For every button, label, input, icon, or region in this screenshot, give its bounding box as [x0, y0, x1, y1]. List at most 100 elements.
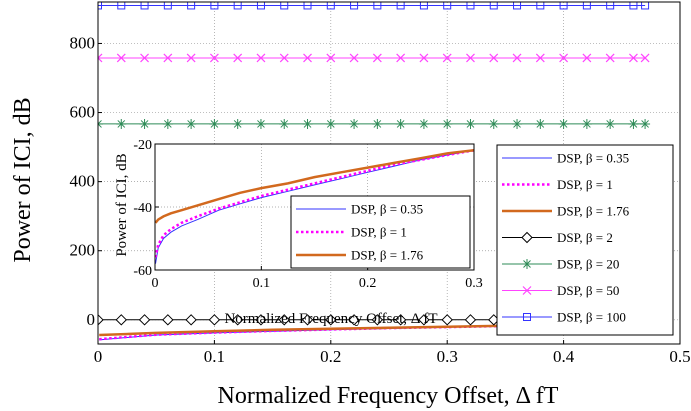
- main-data-point: [186, 118, 197, 129]
- inset-legend-label: DSP, β = 0.35: [351, 202, 423, 217]
- main-data-point: [350, 2, 359, 10]
- main-data-point: [231, 314, 244, 326]
- main-data-point: [278, 314, 290, 326]
- main-legend-label: DSP, β = 20: [557, 257, 619, 272]
- main-series-5: [98, 53, 650, 63]
- main-data-point: [98, 2, 102, 10]
- main-data-point: [349, 53, 359, 63]
- main-data-point: [162, 118, 173, 129]
- main-data-point: [581, 118, 592, 129]
- main-data-point: [372, 118, 383, 129]
- main-data-point: [418, 118, 429, 129]
- main-data-point: [372, 53, 382, 63]
- main-legend-marker: [523, 313, 531, 321]
- main-data-point: [325, 314, 337, 326]
- inset-x-tick-label: 0.3: [465, 276, 483, 291]
- main-x-tick-label: 0.3: [437, 347, 458, 366]
- main-data-point: [255, 314, 267, 326]
- main-data-point: [396, 2, 405, 10]
- main-data-point: [641, 2, 650, 10]
- main-data-point: [628, 118, 639, 129]
- main-legend-label: DSP, β = 100: [557, 310, 626, 325]
- main-data-point: [185, 314, 197, 326]
- main-data-point: [640, 118, 651, 129]
- main-data-point: [395, 118, 406, 129]
- main-data-point: [512, 118, 523, 129]
- main-legend-label: DSP, β = 0.35: [557, 151, 629, 166]
- inset-x-tick-label: 0.2: [359, 276, 377, 291]
- main-series-4: [98, 118, 651, 129]
- main-data-point: [512, 53, 522, 63]
- main-data-point: [117, 2, 126, 10]
- inset-x-axis-label: Normalized Frequency Offset, Δ fT: [224, 311, 437, 327]
- main-y-tick-label: 600: [70, 103, 96, 122]
- inset-plot-frame: [154, 143, 475, 271]
- main-data-point: [640, 53, 650, 63]
- main-y-tick-label: 200: [70, 241, 96, 260]
- main-data-point: [582, 53, 592, 63]
- main-data-point: [163, 2, 172, 10]
- main-data-point: [535, 118, 546, 129]
- main-data-point: [326, 53, 336, 63]
- main-data-point: [442, 118, 453, 129]
- main-data-point: [325, 118, 336, 129]
- inset-legend-label: DSP, β = 1.76: [351, 248, 424, 263]
- main-data-point: [98, 314, 104, 326]
- main-x-tick-label: 0.5: [669, 347, 690, 366]
- main-data-point: [559, 53, 569, 63]
- inset-y-tick-label: -20: [133, 138, 152, 153]
- main-y-axis-label: Power of ICI, dB: [10, 97, 36, 262]
- main-data-point: [187, 2, 196, 10]
- main-data-point: [209, 118, 220, 129]
- main-data-point: [210, 2, 219, 10]
- main-x-tick-label: 0.4: [553, 347, 575, 366]
- main-data-point: [606, 2, 615, 10]
- main-legend-marker: [522, 286, 532, 295]
- main-data-point: [442, 53, 452, 63]
- main-data-point: [301, 314, 314, 326]
- main-x-tick-label: 0: [94, 347, 103, 366]
- inset-y-tick-label: -60: [133, 264, 152, 279]
- main-data-point: [605, 118, 616, 129]
- main-data-point: [559, 2, 568, 10]
- main-y-tick-label: 800: [70, 33, 96, 52]
- main-data-point: [280, 2, 289, 10]
- main-data-point: [394, 314, 407, 326]
- main-data-point: [605, 53, 615, 63]
- inset-legend-label: DSP, β = 1: [351, 225, 407, 240]
- main-legend-label: DSP, β = 1.76: [557, 204, 630, 219]
- main-data-point: [233, 53, 243, 63]
- inset-series-line: [155, 149, 474, 224]
- main-x-tick-label: 0.2: [320, 347, 341, 366]
- main-data-point: [396, 53, 406, 63]
- main-legend-label: DSP, β = 1: [557, 177, 613, 192]
- main-data-point: [582, 2, 591, 10]
- main-data-point: [98, 53, 103, 63]
- main-plot-frame: [97, 1, 681, 345]
- main-data-point: [466, 2, 475, 10]
- inset-x-tick-label: 0: [152, 276, 159, 291]
- main-data-point: [441, 314, 453, 326]
- main-data-point: [371, 314, 384, 326]
- main-series-6: [98, 2, 650, 10]
- inset-series-line: [155, 149, 474, 258]
- main-data-point: [418, 314, 430, 326]
- main-data-point: [232, 118, 243, 129]
- main-data-point: [233, 2, 242, 10]
- main-data-point: [140, 2, 149, 10]
- main-data-point: [513, 2, 522, 10]
- main-data-point: [464, 314, 477, 326]
- inset-x-tick-label: 0.1: [253, 276, 271, 291]
- main-data-point: [139, 118, 150, 129]
- main-data-point: [256, 2, 265, 10]
- main-legend-marker: [522, 259, 532, 269]
- main-data-point: [138, 314, 151, 326]
- main-data-point: [326, 2, 335, 10]
- main-data-point: [116, 53, 126, 63]
- main-data-point: [303, 53, 312, 63]
- main-legend-label: DSP, β = 50: [557, 283, 619, 298]
- main-data-point: [349, 118, 360, 129]
- main-data-point: [443, 2, 452, 10]
- main-x-axis-label: Normalized Frequency Offset, Δ fT: [218, 383, 559, 409]
